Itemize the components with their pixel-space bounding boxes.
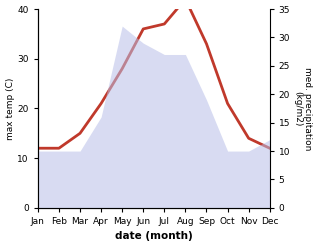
Y-axis label: med. precipitation
(kg/m2): med. precipitation (kg/m2) bbox=[293, 67, 313, 150]
Y-axis label: max temp (C): max temp (C) bbox=[5, 77, 15, 140]
X-axis label: date (month): date (month) bbox=[115, 231, 193, 242]
